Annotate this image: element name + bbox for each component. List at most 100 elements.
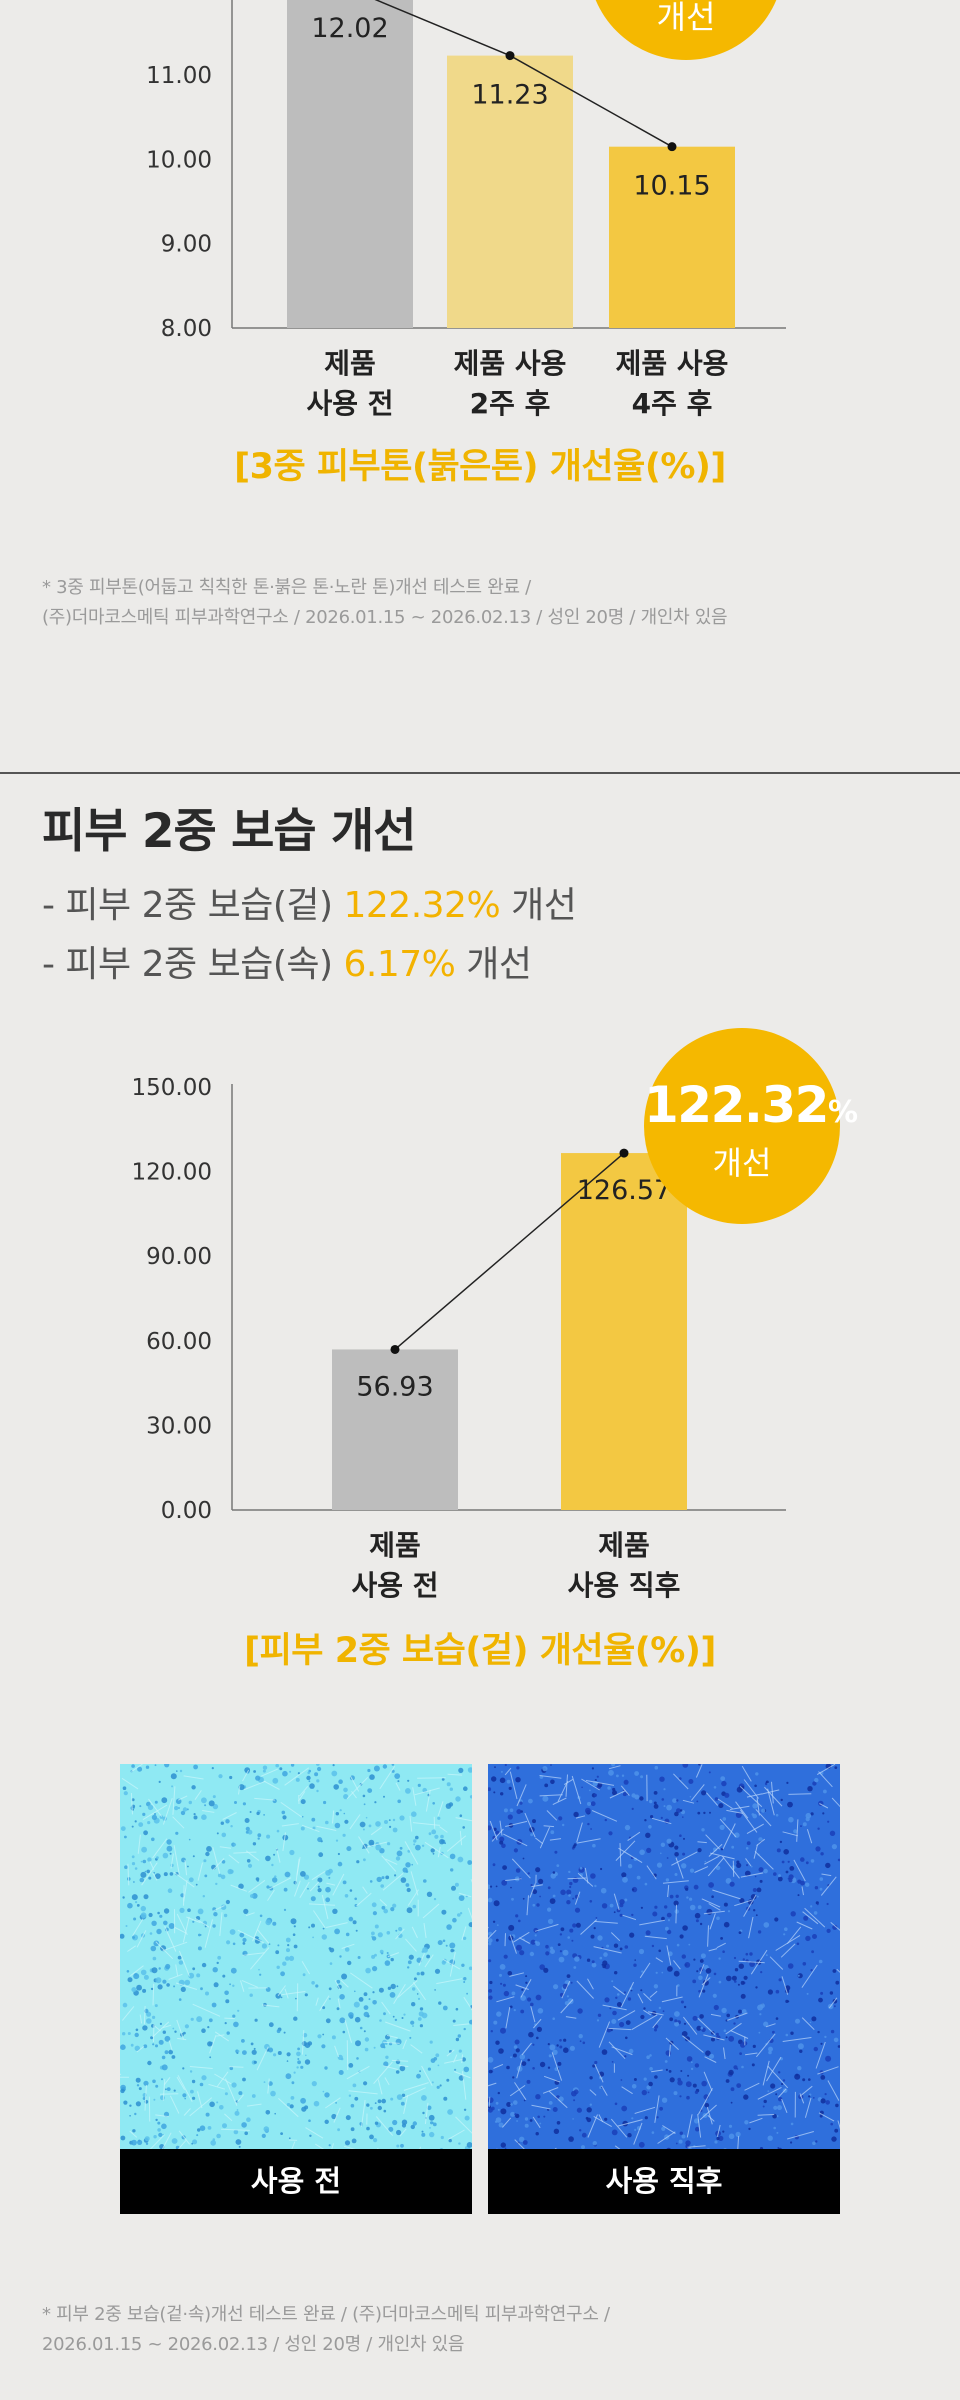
texture-spot [614, 1971, 618, 1975]
texture-line [496, 1996, 515, 2003]
texture-spot [653, 1984, 659, 1989]
texture-spot [787, 2000, 790, 2003]
texture-spot [716, 1916, 720, 1921]
texture-spot [328, 1997, 331, 2000]
texture-line [594, 2063, 604, 2083]
texture-spot [718, 1957, 721, 1960]
texture-spot [399, 1846, 403, 1850]
texture-line [409, 1815, 413, 1832]
texture-spot [463, 1981, 466, 1983]
texture-line [418, 1953, 425, 1966]
texture-spot [736, 1860, 740, 1864]
texture-line [403, 2094, 409, 2115]
texture-line [716, 1942, 726, 1949]
texture-line [424, 1954, 434, 1968]
texture-line [127, 1863, 130, 1886]
texture-line [786, 1926, 802, 1945]
texture-line [509, 1771, 518, 1800]
texture-spot [663, 1788, 666, 1791]
texture-spot [184, 1979, 191, 1986]
texture-line [301, 1961, 311, 1975]
texture-line [622, 1914, 637, 1921]
texture-spot [131, 1764, 135, 1768]
texture-line [455, 1817, 472, 1822]
texture-line [793, 1859, 806, 1882]
texture-spot [697, 1905, 702, 1910]
texture-line [383, 2041, 400, 2044]
texture-spot [572, 2118, 574, 2120]
bar-value-label: 11.23 [471, 80, 548, 111]
texture-spot [426, 2105, 432, 2111]
texture-spot [400, 1877, 407, 1883]
texture-spot [225, 1819, 230, 1824]
texture-line [373, 2061, 393, 2085]
texture-line [646, 1865, 657, 1880]
texture-spot [708, 1771, 711, 1774]
texture-line [734, 1899, 752, 1907]
texture-line [804, 2097, 812, 2118]
texture-spot [498, 2048, 504, 2054]
texture-line [385, 2021, 411, 2032]
texture-spot [778, 2097, 783, 2102]
texture-spot [469, 2019, 472, 2025]
texture-spot [784, 1927, 788, 1931]
texture-spot [154, 1873, 161, 1879]
texture-spot [568, 1870, 571, 1874]
texture-spot [359, 1821, 366, 1828]
texture-spot [182, 2067, 185, 2070]
texture-line [194, 1917, 210, 1928]
texture-spot [694, 1912, 701, 1919]
texture-spot [205, 1991, 209, 1996]
texture-spot [574, 1907, 581, 1913]
texture-spot [680, 1809, 683, 1812]
texture-spot [775, 2017, 779, 2020]
texture-spot [179, 1769, 183, 1773]
texture-spot [797, 1973, 803, 1979]
texture-line [511, 1858, 531, 1879]
texture-line [425, 1789, 431, 1812]
texture-spot [231, 2082, 237, 2088]
texture-line [334, 2045, 340, 2058]
texture-spot [432, 1852, 435, 1855]
texture-line [463, 1996, 472, 2011]
texture-spot [353, 2001, 360, 2008]
texture-spot [466, 2142, 472, 2148]
texture-line [436, 1978, 463, 1985]
texture-spot [328, 1868, 333, 1874]
texture-line [177, 1795, 188, 1801]
texture-spot [218, 1774, 223, 1779]
texture-spot [220, 1904, 227, 1910]
texture-spot [790, 2141, 793, 2144]
texture-spot [488, 1995, 493, 2000]
texture-line [252, 1920, 262, 1942]
texture-spot [134, 2032, 139, 2038]
texture-spot [170, 1773, 177, 1780]
texture-line [652, 2015, 663, 2029]
texture-line [610, 2118, 628, 2138]
texture-spot [178, 1960, 184, 1965]
texture-spot [687, 2074, 690, 2077]
texture-spot [469, 1795, 472, 1799]
texture-spot [206, 1846, 212, 1852]
texture-line [610, 1932, 621, 1942]
texture-spot [339, 1994, 345, 2000]
texture-spot [552, 2017, 555, 2020]
texture-line [531, 2104, 551, 2110]
texture-spot [535, 1867, 541, 1873]
texture-spot [510, 2056, 513, 2059]
texture-line [280, 1801, 302, 1818]
texture-line [706, 2106, 713, 2125]
texture-line [831, 1797, 840, 1808]
texture-spot [667, 1919, 671, 1922]
texture-line [236, 2094, 244, 2104]
texture-spot [745, 1952, 749, 1956]
texture-spot [785, 2033, 789, 2037]
texture-line [439, 1826, 448, 1833]
after-photo-label: 사용 직후 [488, 2149, 840, 2214]
texture-spot [317, 1885, 320, 1888]
texture-spot [713, 1786, 717, 1789]
texture-spot [252, 1842, 257, 1846]
texture-spot [154, 2004, 158, 2008]
after-texture [488, 1764, 840, 2214]
texture-spot [616, 1774, 619, 1778]
